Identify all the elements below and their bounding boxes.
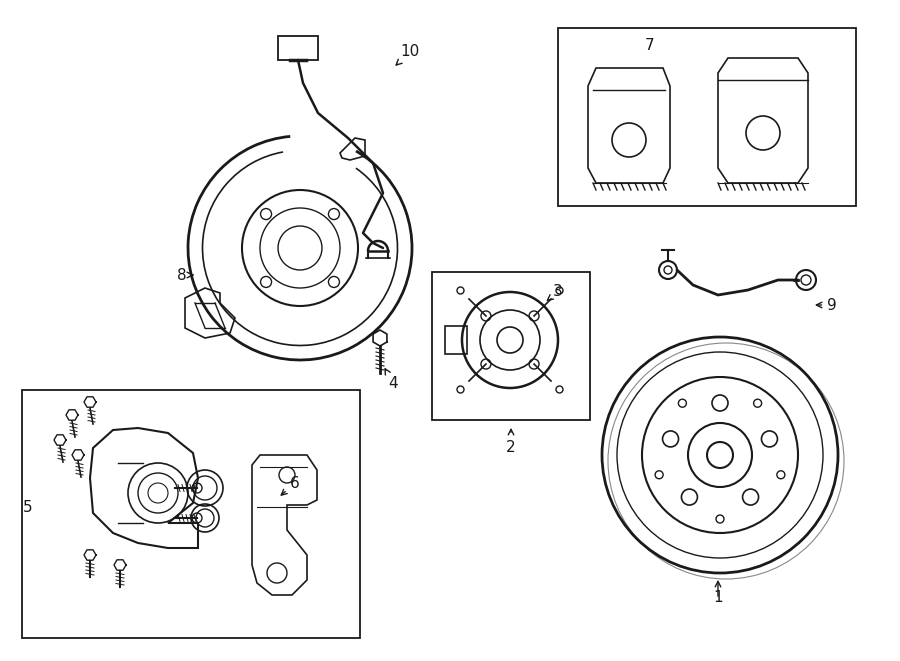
Text: 7: 7 [645, 38, 655, 52]
Text: 2: 2 [506, 440, 516, 455]
Bar [22, 390, 360, 638]
Text: 5: 5 [23, 500, 32, 514]
Bar [278, 36, 318, 60]
Bar [432, 272, 590, 420]
Text: 1: 1 [713, 590, 723, 605]
Text: 6: 6 [281, 475, 300, 495]
Bar [558, 28, 856, 206]
Text: 9: 9 [816, 297, 837, 313]
Text: 3: 3 [547, 284, 562, 300]
Text: 8: 8 [177, 268, 193, 282]
Text: 10: 10 [396, 44, 419, 65]
Bar [445, 326, 467, 354]
Text: 4: 4 [385, 369, 398, 391]
